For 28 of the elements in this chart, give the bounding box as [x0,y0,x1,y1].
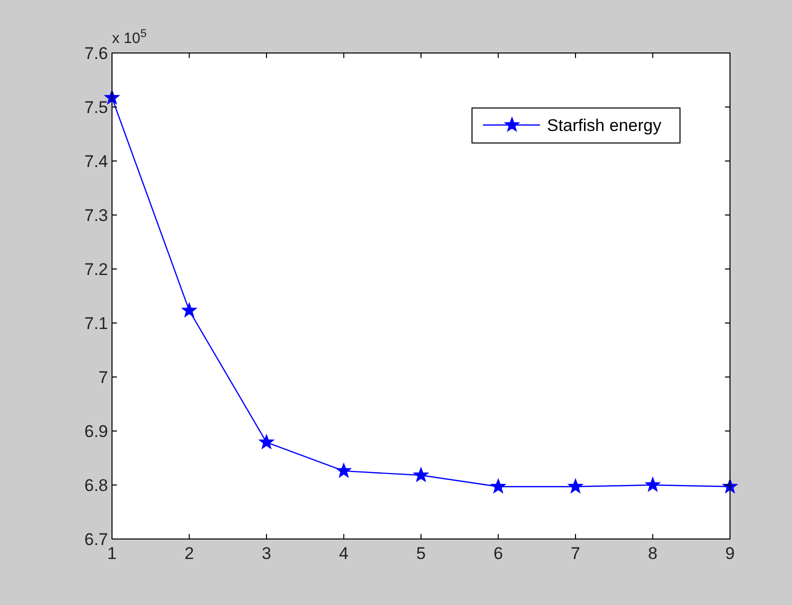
x-tick-label: 2 [184,544,194,563]
x-tick-label: 1 [107,544,117,563]
point [645,477,660,492]
y-tick-label: 7.5 [84,98,108,117]
x-tick-label: 4 [339,544,348,563]
text: x 10$^{5}$ [112,28,147,47]
x-tick-label: 5 [416,544,426,563]
point [182,302,197,317]
x-tick-label: 6 [494,544,503,563]
x-tick-label: 7 [570,544,580,563]
x-tick-label: 9 [725,544,735,563]
x-tick-label: 3 [262,544,272,563]
y-tick-label: 7.2 [84,260,108,279]
y-tick-label: 7.6 [84,44,108,63]
y-tick-label: 7.3 [84,206,108,225]
legend-label: Starfish energy [547,116,662,135]
y-tick-label: 7.4 [84,152,108,171]
point [336,463,352,478]
y-tick-label: 6.8 [84,476,108,495]
point [259,434,274,449]
y-tick-label: 6.7 [84,530,108,549]
point [568,478,583,493]
point [414,468,428,482]
y-tick-label: 7 [98,368,108,387]
point [490,478,506,493]
y-tick-label: 7.1 [84,314,108,333]
x-tick-label: 8 [648,544,658,563]
y-tick-label: 6.9 [84,422,108,441]
